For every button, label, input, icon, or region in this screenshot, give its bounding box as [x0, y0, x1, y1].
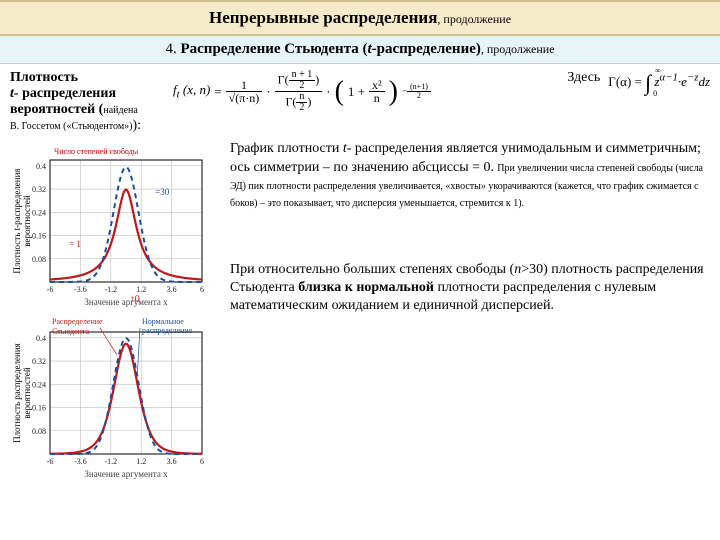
svg-text:Стьюдента: Стьюдента	[52, 327, 89, 336]
svg-text:6: 6	[200, 285, 204, 294]
svg-text:-6: -6	[47, 457, 54, 466]
svg-text:Нормальное: Нормальное	[142, 317, 184, 326]
paragraph-1: График плотности t- распределения являет…	[230, 140, 710, 210]
svg-text:0.08: 0.08	[32, 255, 46, 264]
svg-text:0.32: 0.32	[32, 185, 46, 194]
paragraph-2: При относительно больших степенях свобод…	[230, 261, 710, 316]
svg-text:распределение: распределение	[142, 326, 193, 335]
svg-text:0.16: 0.16	[32, 232, 46, 241]
lead-l3sm: найдена	[103, 105, 137, 116]
svg-text:0.4: 0.4	[36, 334, 46, 343]
svg-text:Плотность t-распределения: Плотность t-распределения	[12, 169, 22, 274]
svg-text:Распределение: Распределение	[52, 317, 103, 326]
svg-text:Плотность распределения: Плотность распределения	[12, 344, 22, 444]
gamma-def: Γ(α) = ∫∞0 zα−1·e−zdz	[608, 70, 710, 96]
svg-text:1.2: 1.2	[136, 457, 146, 466]
svg-text:=30: =30	[155, 187, 170, 197]
charts-column: -6 -3.6 -1.2 1.2 3.6 6 0.08 0.16 0.24 0.32 0.4 Числ…	[10, 140, 220, 480]
zdes-label: Здесь	[567, 70, 600, 86]
t-vs-normal-chart: -6 -3.6 -1.2 1.2 3.6 6 0.08 0.16 0.24 0.32 0.4 Расп…	[10, 312, 210, 480]
lead-l4: ):	[132, 118, 141, 133]
svg-text:3.6: 3.6	[167, 457, 177, 466]
svg-text:0.32: 0.32	[32, 357, 46, 366]
svg-text:0.4: 0.4	[36, 162, 46, 171]
svg-text:3.6: 3.6	[167, 285, 177, 294]
subtitle-band: 4. Распределение Стьюдента (t-распределе…	[0, 36, 720, 64]
svg-text:Значение аргумента x: Значение аргумента x	[84, 297, 168, 307]
svg-text:Значение аргумента x: Значение аргумента x	[84, 469, 168, 479]
svg-text:1.2: 1.2	[136, 285, 146, 294]
t-density-chart: -6 -3.6 -1.2 1.2 3.6 6 0.08 0.16 0.24 0.32 0.4 Числ…	[10, 140, 210, 308]
title-cont: , продолжение	[437, 12, 511, 26]
svg-text:0.16: 0.16	[32, 404, 46, 413]
svg-text:0.24: 0.24	[32, 381, 46, 390]
svg-text:-1.2: -1.2	[104, 457, 117, 466]
text-column: График плотности t- распределения являет…	[230, 140, 710, 480]
svg-text:0.08: 0.08	[32, 427, 46, 436]
lead-l3: вероятностей (	[10, 102, 103, 117]
svg-text:-3.6: -3.6	[74, 285, 87, 294]
svg-text:6: 6	[200, 457, 204, 466]
svg-text:-6: -6	[47, 285, 54, 294]
svg-text:= 1: = 1	[69, 240, 81, 250]
title-bold: Непрерывные распределения	[209, 8, 437, 27]
subtitle-main: Распределение Стьюдента (	[180, 41, 367, 57]
svg-text:-3.6: -3.6	[74, 457, 87, 466]
svg-text:вероятностей: вероятностей	[22, 368, 32, 420]
subtitle-cont: , продолжение	[481, 42, 555, 56]
density-formula: ft (x, n) = 1√(π·n) · Γ(n + 12) Γ(n2) · …	[173, 70, 553, 113]
lead-l4sm: В. Госсетом («Стьюдентом»)	[10, 121, 132, 132]
svg-text:-1.2: -1.2	[104, 285, 117, 294]
title-band: Непрерывные распределения, продолжение	[0, 0, 720, 36]
lead-l2it: t-	[10, 86, 19, 101]
subtitle-main2: -распределение)	[372, 41, 481, 57]
lead-l1: Плотность	[10, 70, 78, 85]
lead-l2: распределения	[19, 86, 116, 101]
svg-text:вероятностей: вероятностей	[22, 196, 32, 248]
svg-text:0.24: 0.24	[32, 209, 46, 218]
subtitle-num: 4.	[165, 41, 180, 57]
svg-text:Число степеней свободы: Число степеней свободы	[54, 147, 139, 156]
density-lead: Плотность t- распределения вероятностей …	[10, 70, 165, 134]
